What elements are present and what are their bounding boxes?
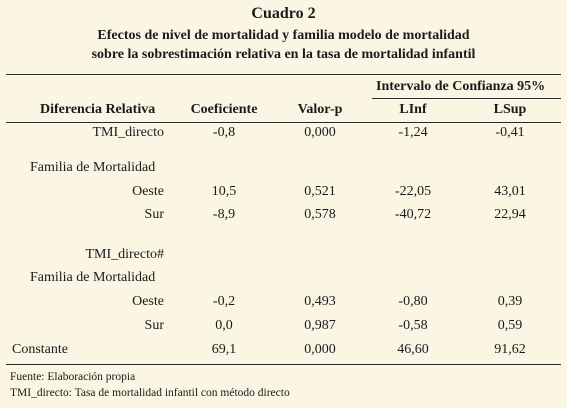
cell-lsup: 0,59 bbox=[497, 318, 523, 333]
cell-lsup: 22,94 bbox=[494, 207, 526, 222]
table-subtitle-line2: sobre la sobrestimación relativa en la t… bbox=[91, 47, 476, 62]
cell-valor-p: 0,493 bbox=[304, 294, 336, 309]
cell-coeficiente: 0,0 bbox=[215, 318, 233, 333]
table-title: Cuadro 2 bbox=[251, 5, 316, 22]
ci-group-rule bbox=[372, 98, 561, 99]
row-label: TMI_directo bbox=[92, 125, 164, 140]
footnote-source: Fuente: Elaboración propia bbox=[10, 371, 136, 383]
cell-coeficiente: 69,1 bbox=[211, 342, 237, 357]
footnote-definition: TMI_directo: Tasa de mortalidad infantil… bbox=[10, 387, 290, 399]
column-header-lsup: LSup bbox=[493, 102, 527, 117]
cell-lsup: -0,41 bbox=[495, 125, 525, 140]
cell-linf: -22,05 bbox=[394, 184, 432, 199]
cell-linf: 46,60 bbox=[397, 342, 429, 357]
row-label: Oeste bbox=[132, 294, 164, 309]
cell-valor-p: 0,578 bbox=[304, 207, 336, 222]
cell-lsup: 91,62 bbox=[494, 342, 526, 357]
cell-linf: -0,80 bbox=[398, 294, 428, 309]
row-group-label: Familia de Mortalidad bbox=[30, 270, 156, 285]
column-header-diferencia: Diferencia Relativa bbox=[40, 102, 156, 117]
cell-linf: -1,24 bbox=[398, 125, 428, 140]
row-label: Sur bbox=[144, 318, 164, 333]
cell-lsup: 43,01 bbox=[494, 184, 526, 199]
bottom-rule bbox=[6, 364, 561, 365]
cell-coeficiente: -0,8 bbox=[212, 125, 236, 140]
cell-coeficiente: -0,2 bbox=[212, 294, 236, 309]
column-header-coeficiente: Coeficiente bbox=[190, 102, 258, 117]
cell-valor-p: 0,000 bbox=[304, 125, 336, 140]
column-header-valor-p: Valor-p bbox=[297, 102, 343, 117]
row-label: Oeste bbox=[132, 184, 164, 199]
cell-linf: -0,58 bbox=[398, 318, 428, 333]
row-group-label: Familia de Mortalidad bbox=[30, 160, 156, 175]
cell-valor-p: 0,000 bbox=[304, 342, 336, 357]
cell-valor-p: 0,987 bbox=[304, 318, 336, 333]
cell-lsup: 0,39 bbox=[497, 294, 523, 309]
header-rule bbox=[6, 122, 561, 123]
ci-group-header: Intervalo de Confianza 95% bbox=[376, 79, 546, 94]
top-rule bbox=[6, 74, 561, 75]
row-label: Constante bbox=[12, 342, 68, 357]
column-header-linf: LInf bbox=[399, 102, 427, 117]
cell-valor-p: 0,521 bbox=[304, 184, 336, 199]
cell-coeficiente: -8,9 bbox=[212, 207, 236, 222]
row-label: TMI_directo# bbox=[85, 247, 164, 262]
row-label: Sur bbox=[144, 207, 164, 222]
cell-coeficiente: 10,5 bbox=[211, 184, 237, 199]
cell-linf: -40,72 bbox=[394, 207, 432, 222]
table-subtitle-line1: Efectos de nivel de mortalidad y familia… bbox=[97, 28, 470, 43]
